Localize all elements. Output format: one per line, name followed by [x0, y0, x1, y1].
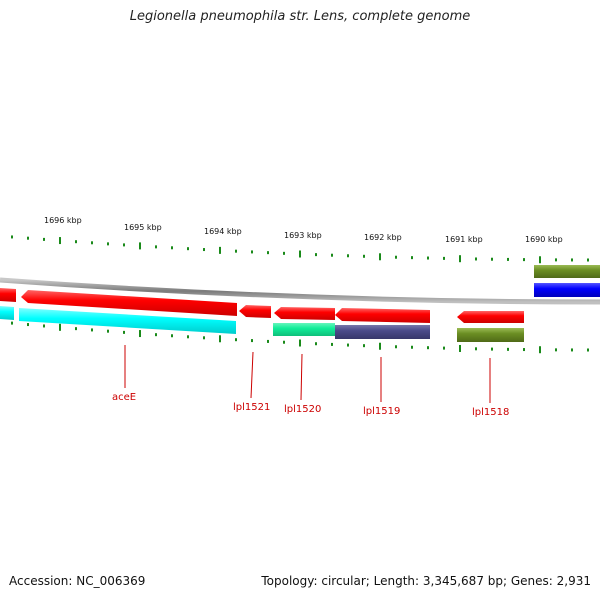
leader-line — [300, 353, 303, 401]
inner-tick-marks — [11, 321, 589, 354]
feature-band-teal[interactable] — [273, 323, 335, 336]
gene-feature[interactable] — [0, 288, 16, 302]
forward-strand-genes — [0, 288, 524, 323]
gene-label-lpl1520[interactable]: lpl1520 — [284, 404, 321, 415]
gene-feature-lpl1518[interactable] — [457, 311, 524, 323]
feature-band-olive[interactable] — [534, 265, 600, 278]
kbp-label: 1694 kbp — [204, 227, 242, 236]
genome-backbone — [0, 277, 600, 305]
feature-band-cyan[interactable] — [0, 306, 14, 320]
page-title: Legionella pneumophila str. Lens, comple… — [129, 9, 471, 24]
gene-label-lpl1518[interactable]: lpl1518 — [472, 407, 509, 418]
kbp-label: 1691 kbp — [445, 235, 483, 244]
genome-info-text: Topology: circular; Length: 3,345,687 bp… — [261, 574, 591, 588]
kbp-label: 1690 kbp — [525, 235, 563, 244]
gene-label-lpl1521[interactable]: lpl1521 — [233, 402, 270, 413]
leader-line — [250, 351, 254, 399]
kbp-label: 1692 kbp — [364, 233, 402, 242]
accession-text: Accession: NC_006369 — [9, 574, 146, 588]
gene-feature-lpl1521[interactable] — [239, 305, 271, 318]
label-leader-lines — [124, 345, 491, 403]
feature-band-purple[interactable] — [335, 325, 430, 339]
outer-tick-marks — [11, 235, 589, 264]
kbp-label: 1693 kbp — [284, 231, 322, 240]
feature-band-blue[interactable] — [534, 283, 600, 297]
gene-feature-lpl1519[interactable] — [335, 308, 430, 323]
feature-band-olive[interactable] — [457, 328, 524, 342]
gene-label-lpl1519[interactable]: lpl1519 — [363, 406, 400, 417]
kbp-scale-labels: 1696 kbp 1695 kbp 1694 kbp 1693 kbp 1692… — [44, 216, 563, 244]
inner-ring-features — [0, 306, 524, 342]
gene-labels: aceE lpl1521 lpl1520 lpl1519 lpl1518 — [112, 392, 509, 418]
feature-band-cyan[interactable] — [19, 308, 236, 334]
kbp-label: 1696 kbp — [44, 216, 82, 225]
gene-label-acee[interactable]: aceE — [112, 392, 136, 403]
gene-feature-lpl1520[interactable] — [274, 307, 335, 320]
gene-feature-acee[interactable] — [21, 290, 237, 316]
kbp-label: 1695 kbp — [124, 223, 162, 232]
